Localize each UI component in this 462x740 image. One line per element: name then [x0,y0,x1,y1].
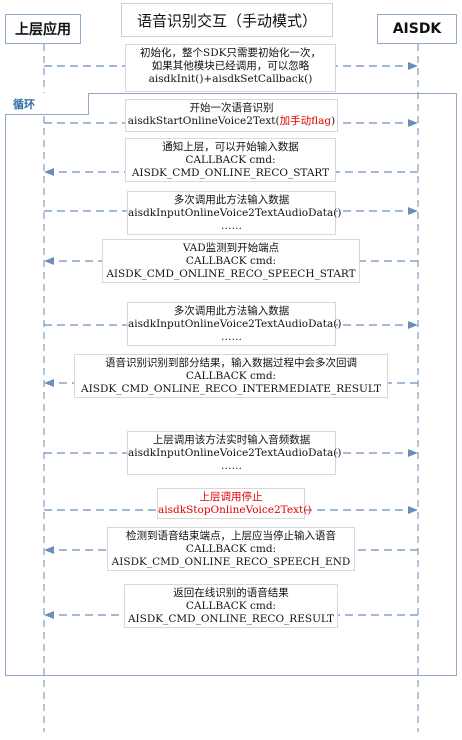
message-text: 上层调用该方法实时输入音频数据 [152,434,311,446]
message-reco-start: 通知上层，可以开始输入数据 CALLBACK cmd: AISDK_CMD_ON… [125,138,336,182]
message-text: CALLBACK cmd: [185,370,277,382]
message-text: …… [221,220,242,232]
message-speech-start: VAD监测到开始端点 CALLBACK cmd: AISDK_CMD_ONLIN… [102,239,360,283]
participant-aisdk: AISDK [377,14,457,44]
message-text: aisdkInit()+aisdkSetCallback() [148,73,313,85]
message-start: 开始一次语音识别 aisdkStartOnlineVoice2Text(加手动f… [125,99,338,132]
message-text: 初始化，整个SDK只需要初始化一次， [140,47,321,59]
message-text: aisdkInputOnlineVoice2TextAudioData() [128,318,342,330]
message-text: 上层调用停止 [199,491,263,503]
message-text: 返回在线识别的语音结果 [173,587,289,599]
message-text: aisdkStopOnlineVoice2Text() [158,504,312,516]
function-name: aisdkStartOnlineVoice2Text( [127,115,280,127]
message-text: CALLBACK cmd: [185,255,277,267]
message-text: CALLBACK cmd: [185,600,277,612]
message-stop: 上层调用停止 aisdkStopOnlineVoice2Text() [157,488,312,519]
message-input-2: 多次调用此方法输入数据 aisdkInputOnlineVoice2TextAu… [127,302,342,346]
message-text: AISDK_CMD_ONLINE_RECO_INTERMEDIATE_RESUL… [81,383,381,395]
loop-frame [5,93,457,676]
message-text: 语音识别识别到部分结果，输入数据过程中会多次回调 [105,357,357,369]
message-text: aisdkStartOnlineVoice2Text(加手动flag) [126,115,337,128]
message-init: 初始化，整个SDK只需要初始化一次， 如果其他模块已经调用，可以忽略 aisdk… [125,44,336,92]
message-text: 通知上层，可以开始输入数据 [162,141,299,153]
message-text: CALLBACK cmd: [185,543,277,555]
message-text: 检测到语音结束端点，上层应当停止输入语音 [126,530,336,542]
message-text: aisdkInputOnlineVoice2TextAudioData() [128,447,342,459]
message-text: AISDK_CMD_ONLINE_RECO_SPEECH_START [106,268,356,280]
message-input-3: 上层调用该方法实时输入音频数据 aisdkInputOnlineVoice2Te… [127,431,342,475]
diagram-title: 语音识别交互（手动模式） [121,3,333,37]
message-text: aisdkInputOnlineVoice2TextAudioData() [128,207,342,219]
message-intermediate: 语音识别识别到部分结果，输入数据过程中会多次回调 CALLBACK cmd: A… [74,354,388,398]
message-text: AISDK_CMD_ONLINE_RECO_RESULT [127,613,335,625]
loop-label: 循环 [5,93,89,115]
message-text: 开始一次语音识别 [189,102,274,114]
message-text: VAD监测到开始端点 [182,242,280,254]
message-text: 多次调用此方法输入数据 [173,305,290,317]
message-text: …… [221,331,242,343]
message-text: CALLBACK cmd: [185,154,276,166]
highlight-text: 加手动flag [279,115,332,127]
function-suffix: ) [331,115,336,127]
message-text: 如果其他模块已经调用，可以忽略 [151,60,310,72]
message-text: …… [221,460,242,472]
message-text: AISDK_CMD_ONLINE_RECO_START [131,167,330,179]
message-text: 多次调用此方法输入数据 [173,194,290,206]
message-text: AISDK_CMD_ONLINE_RECO_SPEECH_END [111,556,351,568]
message-input-1: 多次调用此方法输入数据 aisdkInputOnlineVoice2TextAu… [127,191,342,235]
message-result: 返回在线识别的语音结果 CALLBACK cmd: AISDK_CMD_ONLI… [124,584,338,628]
message-speech-end: 检测到语音结束端点，上层应当停止输入语音 CALLBACK cmd: AISDK… [107,527,355,571]
participant-app: 上层应用 [5,14,81,44]
